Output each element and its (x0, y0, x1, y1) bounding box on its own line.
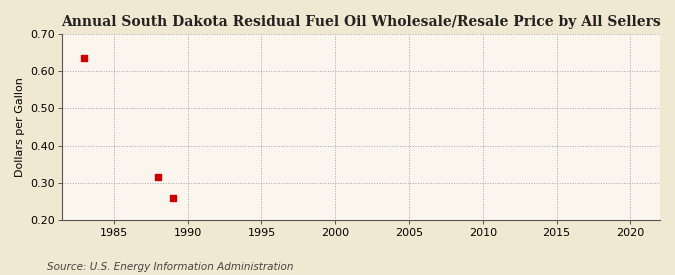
Title: Annual South Dakota Residual Fuel Oil Wholesale/Resale Price by All Sellers: Annual South Dakota Residual Fuel Oil Wh… (61, 15, 661, 29)
Point (153, 175, 163, 179)
Point (167, 196, 178, 200)
Point (79, 56, 90, 60)
Text: Source: U.S. Energy Information Administration: Source: U.S. Energy Information Administ… (47, 262, 294, 272)
Y-axis label: Dollars per Gallon: Dollars per Gallon (15, 77, 25, 177)
